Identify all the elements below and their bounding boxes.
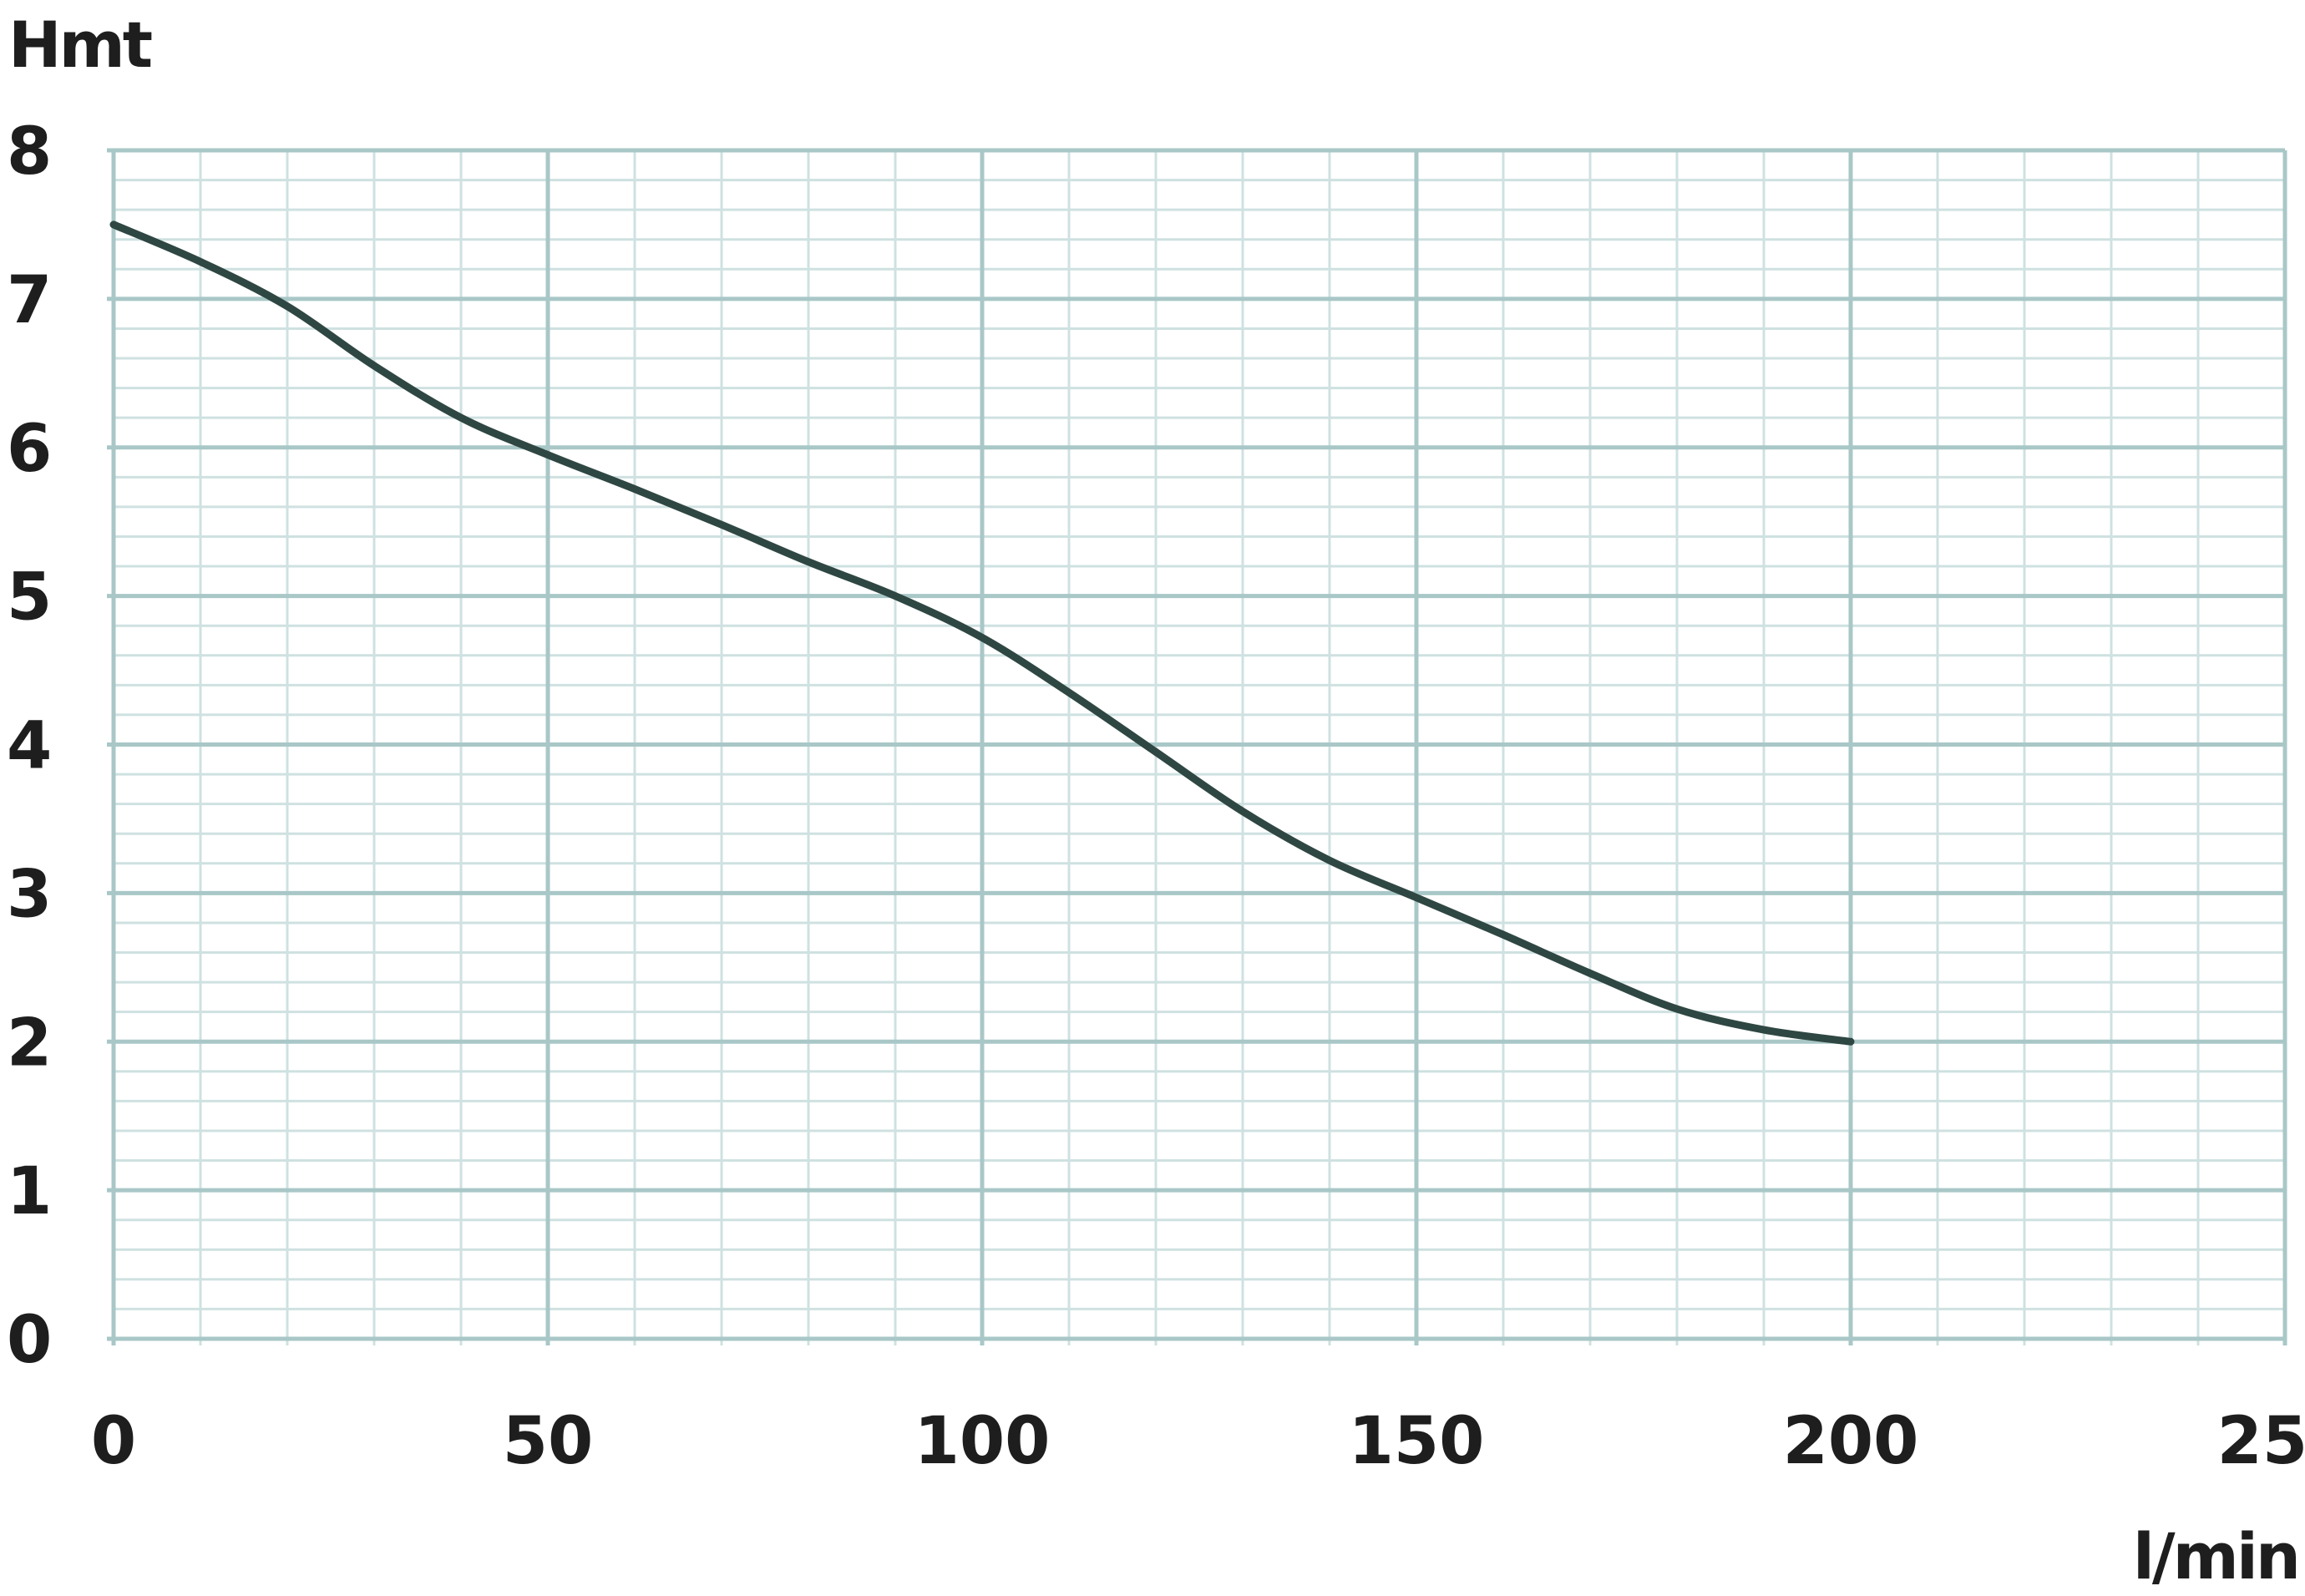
x-tick-label: 50: [503, 1404, 594, 1479]
tick-labels: 0 1 2 3 4 5 6 7 8 0 50 100 150 200 250: [7, 114, 2305, 1479]
y-tick-label: 6: [7, 412, 52, 487]
series-line: [109, 220, 1855, 1046]
y-axis-title: Hmt: [8, 8, 152, 82]
x-tick-label: 100: [914, 1404, 1051, 1479]
grid: [107, 148, 2287, 1345]
curve-layer: [109, 220, 1855, 1046]
y-tick-label: 3: [7, 857, 52, 932]
y-tick-label: 4: [7, 709, 52, 784]
y-tick-label: 0: [7, 1303, 52, 1378]
x-axis-title: l/min: [2133, 1519, 2298, 1593]
y-tick-label: 1: [7, 1154, 52, 1229]
x-tick-label: 200: [1783, 1404, 1919, 1479]
y-tick-label: 8: [7, 114, 52, 190]
y-tick-label: 2: [7, 1006, 52, 1081]
x-tick-label: 250: [2217, 1404, 2305, 1479]
y-tick-label: 7: [7, 263, 52, 338]
x-tick-label: 0: [91, 1404, 136, 1479]
x-tick-label: 150: [1349, 1404, 1485, 1479]
y-tick-label: 5: [7, 560, 52, 636]
